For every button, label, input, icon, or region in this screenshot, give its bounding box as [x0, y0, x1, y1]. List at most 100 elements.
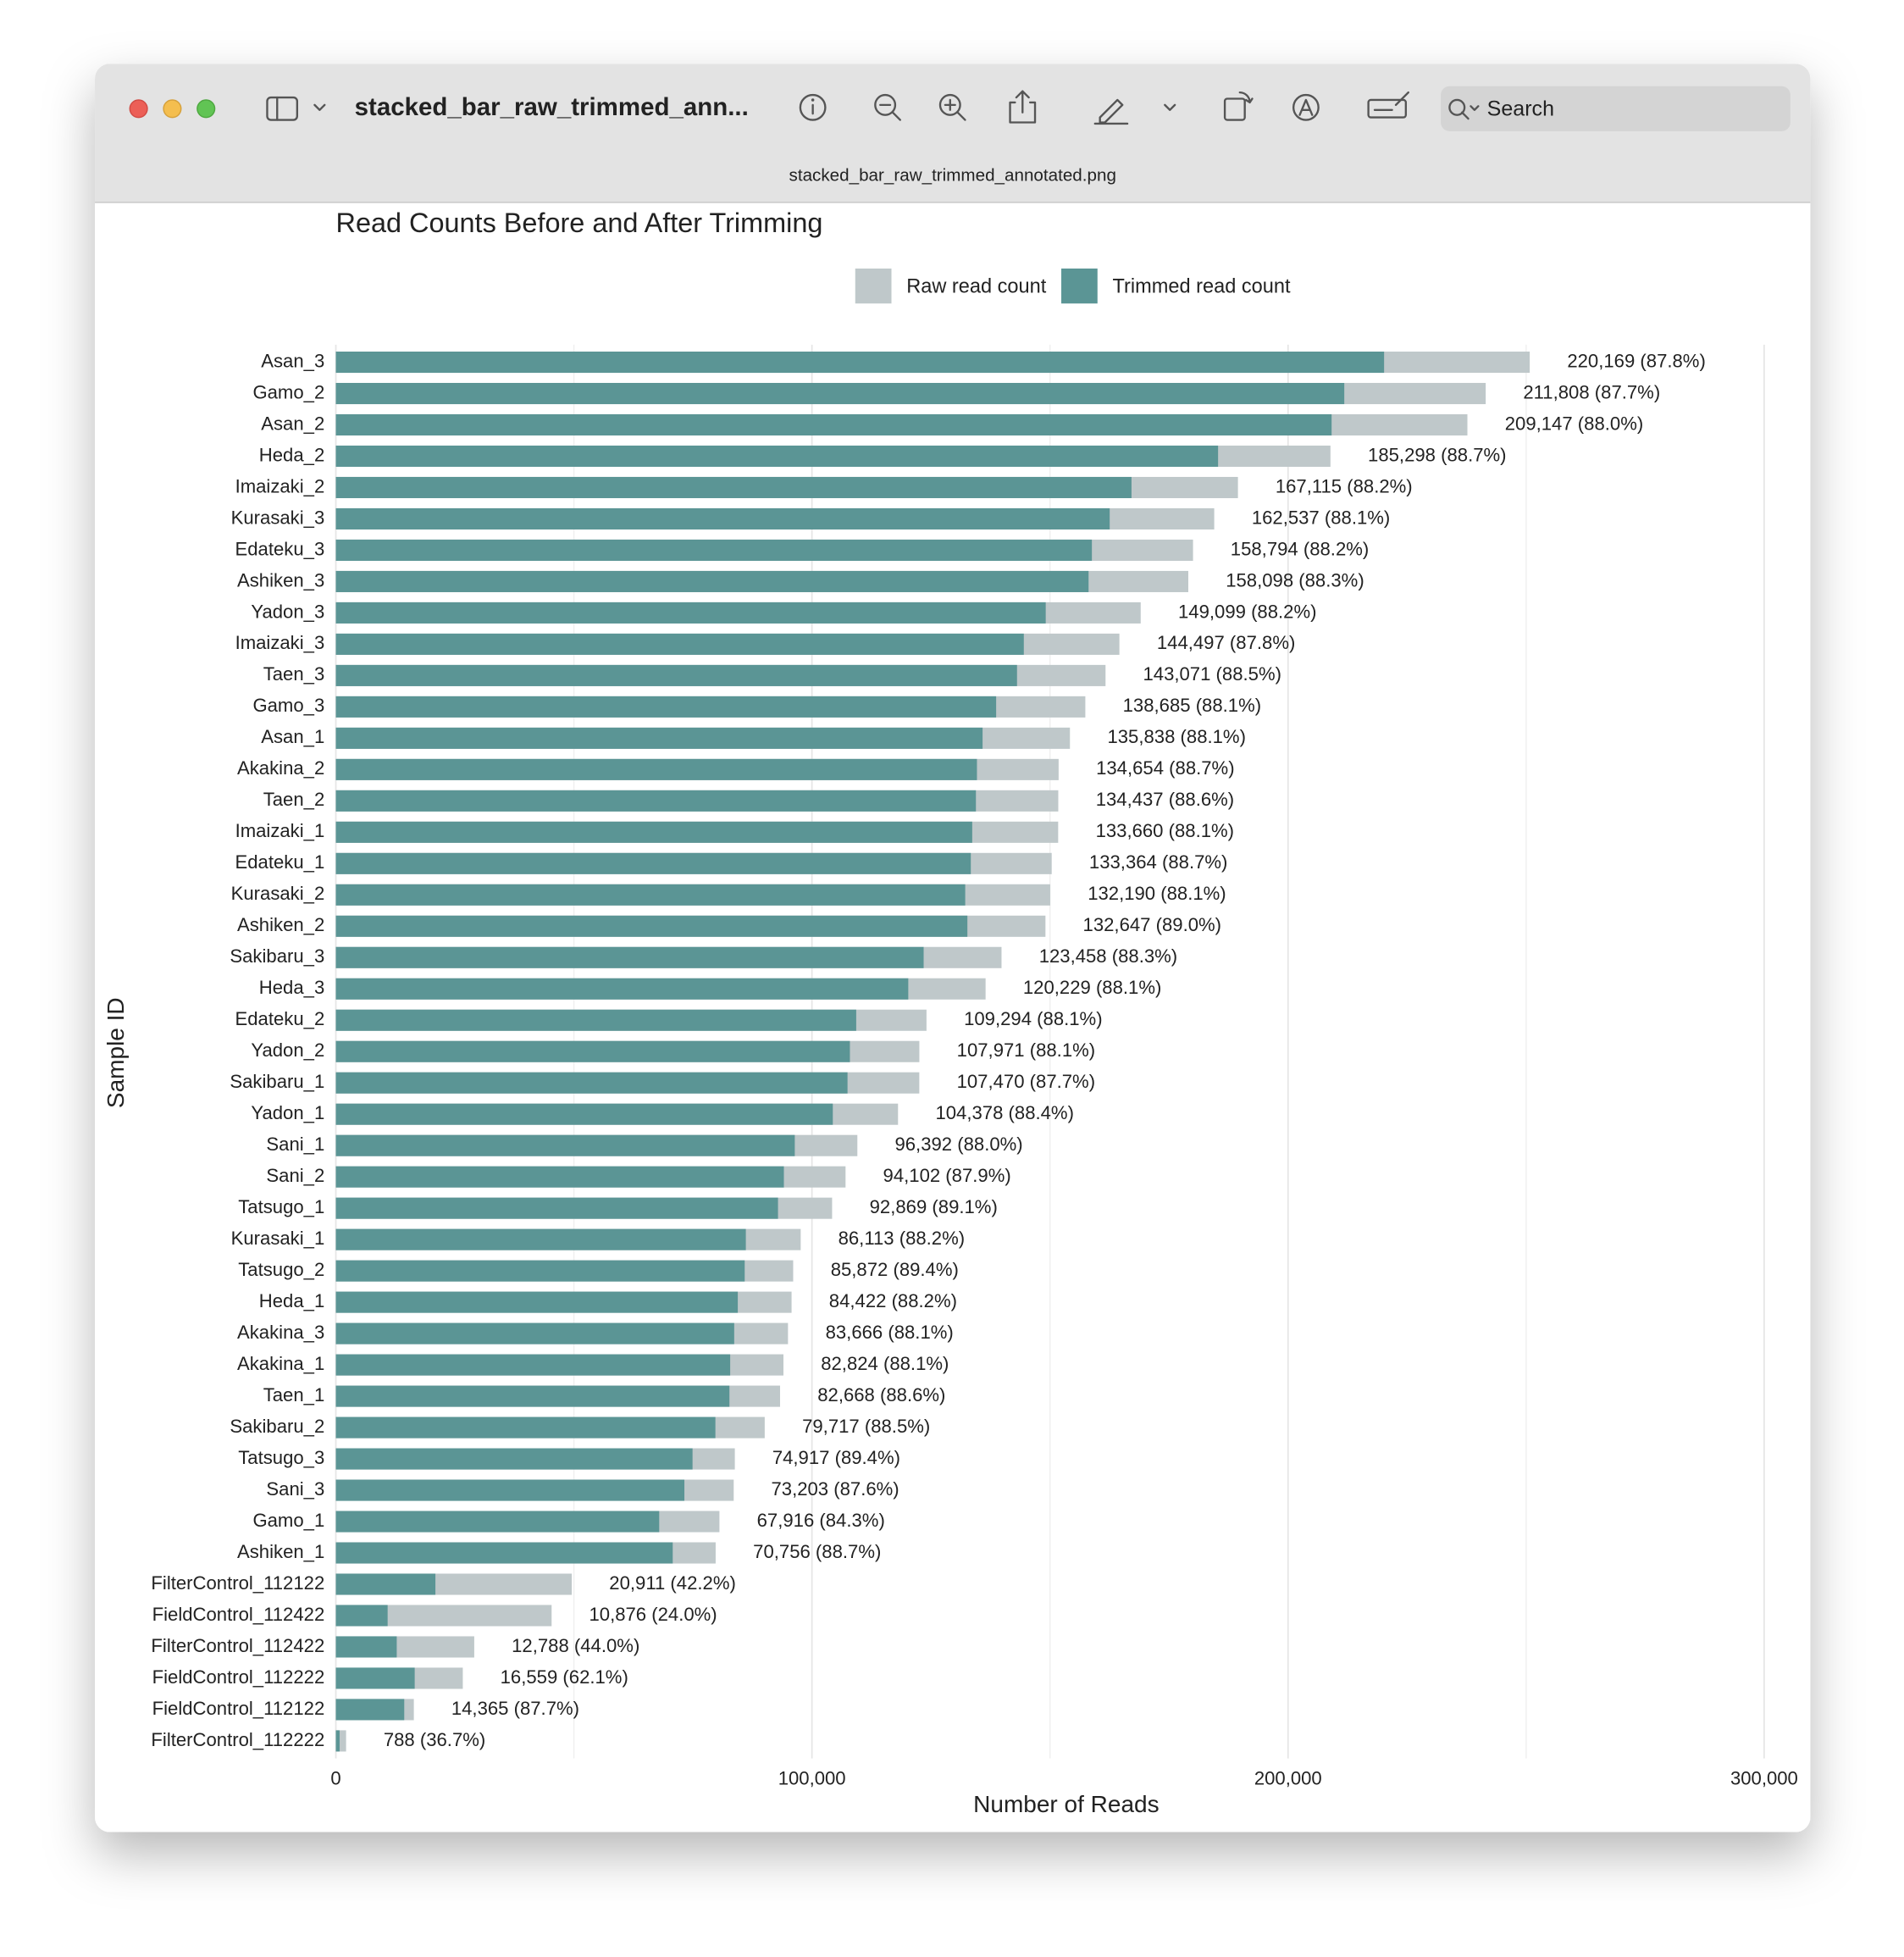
value-label: 132,190 (88.1%) — [1088, 883, 1226, 904]
y-tick-label: Gamo_2 — [252, 381, 324, 402]
search-field[interactable] — [1441, 86, 1791, 131]
y-tick-label: Kurasaki_3 — [231, 507, 325, 528]
value-label: 83,666 (88.1%) — [826, 1322, 954, 1343]
legend-label: Trimmed read count — [1112, 274, 1291, 297]
bar — [335, 727, 983, 749]
y-tick-label: Yadon_3 — [251, 601, 324, 622]
bar — [335, 1636, 397, 1658]
bar — [335, 978, 909, 1000]
bar — [335, 570, 1089, 592]
value-label: 220,169 (87.8%) — [1567, 350, 1705, 371]
value-label: 185,298 (88.7%) — [1368, 444, 1506, 465]
value-label: 82,824 (88.1%) — [821, 1353, 949, 1374]
zoom-button[interactable] — [196, 99, 216, 119]
bar — [335, 1573, 436, 1595]
y-tick-label: Heda_1 — [259, 1290, 324, 1311]
bar — [335, 1354, 731, 1376]
y-tick-label: Imaizaki_1 — [235, 820, 325, 841]
share-button[interactable] — [1009, 90, 1037, 124]
value-label: 134,654 (88.7%) — [1096, 757, 1234, 779]
bar — [335, 1322, 734, 1344]
value-label: 84,422 (88.2%) — [829, 1290, 957, 1311]
y-tick-label: FieldControl_112222 — [152, 1666, 325, 1688]
y-tick-label: Taen_1 — [263, 1384, 325, 1405]
y-tick-label: Edateku_3 — [235, 538, 325, 559]
sidebar-button[interactable] — [266, 96, 326, 121]
y-tick-label: Sani_2 — [266, 1165, 324, 1186]
y-tick-label: Edateku_1 — [235, 851, 325, 873]
value-label: 107,470 (87.7%) — [957, 1071, 1095, 1092]
zoom-out-button[interactable] — [874, 93, 902, 121]
annotate-button[interactable] — [1292, 93, 1320, 121]
value-label: 133,660 (88.1%) — [1096, 820, 1234, 841]
value-label: 133,364 (88.7%) — [1089, 851, 1227, 873]
bar — [335, 790, 977, 812]
x-tick-label: 0 — [330, 1767, 340, 1788]
bar — [335, 696, 997, 718]
bar — [335, 1040, 850, 1062]
y-tick-label: Asan_2 — [261, 413, 324, 434]
legend-swatch — [855, 268, 892, 304]
bar — [335, 413, 1332, 436]
bar — [335, 1542, 673, 1564]
bar — [335, 1479, 685, 1501]
y-tick-label: Gamo_1 — [252, 1510, 324, 1531]
value-label: 138,685 (88.1%) — [1123, 695, 1261, 716]
value-label: 16,559 (62.1%) — [501, 1666, 628, 1688]
bar — [335, 1072, 848, 1094]
bar — [335, 1260, 745, 1282]
value-label: 788 (36.7%) — [384, 1729, 485, 1750]
y-tick-label: Yadon_1 — [251, 1102, 324, 1123]
value-label: 134,437 (88.6%) — [1096, 789, 1234, 810]
bar — [335, 1385, 730, 1407]
value-label: 85,872 (89.4%) — [831, 1259, 959, 1280]
form-button[interactable] — [1367, 91, 1409, 119]
value-label: 10,876 (24.0%) — [589, 1604, 717, 1625]
zoom-in-button[interactable] — [938, 93, 966, 121]
info-button[interactable] — [799, 93, 827, 121]
value-label: 158,098 (88.3%) — [1226, 569, 1364, 590]
markup-button[interactable] — [1093, 98, 1176, 125]
bar — [335, 445, 1219, 468]
y-tick-label: Asan_3 — [261, 350, 324, 371]
y-tick-label: Ashiken_2 — [237, 914, 324, 935]
y-tick-label: Imaizaki_2 — [235, 475, 325, 496]
bar — [335, 915, 968, 937]
y-tick-label: FilterControl_112222 — [151, 1729, 324, 1750]
value-label: 96,392 (88.0%) — [894, 1134, 1022, 1155]
bar — [335, 884, 966, 906]
bar — [335, 758, 977, 780]
bar — [335, 1730, 340, 1752]
legend-swatch — [1061, 268, 1098, 304]
y-tick-label: FieldControl_112422 — [152, 1604, 325, 1625]
value-label: 82,668 (88.6%) — [817, 1384, 945, 1405]
filename: stacked_bar_raw_trimmed_annotated.png — [789, 165, 1116, 185]
x-tick-label: 300,000 — [1730, 1767, 1798, 1788]
bar — [335, 821, 972, 843]
bar — [335, 1416, 716, 1439]
y-tick-label: Tatsugo_2 — [238, 1259, 324, 1280]
value-label: 132,647 (89.0%) — [1083, 914, 1221, 935]
y-tick-label: Ashiken_1 — [237, 1541, 324, 1562]
bar — [335, 1228, 746, 1250]
close-button[interactable] — [129, 99, 148, 119]
chart-title: Read Counts Before and After Trimming — [336, 208, 823, 238]
value-label: 94,102 (87.9%) — [883, 1165, 1011, 1186]
value-label: 14,365 (87.7%) — [451, 1698, 579, 1719]
y-tick-label: Imaizaki_3 — [235, 632, 325, 653]
y-tick-label: Heda_3 — [259, 977, 324, 998]
bar — [335, 476, 1132, 499]
value-label: 144,497 (87.8%) — [1157, 632, 1295, 653]
minimize-button[interactable] — [163, 99, 182, 119]
bar — [335, 1197, 778, 1219]
y-tick-label: FilterControl_112422 — [151, 1635, 324, 1656]
y-tick-label: Sani_3 — [266, 1478, 324, 1500]
bar — [335, 539, 1093, 561]
rotate-button[interactable] — [1223, 91, 1254, 121]
value-label: 135,838 (88.1%) — [1107, 726, 1245, 747]
bar — [335, 1103, 833, 1125]
bar — [335, 352, 1385, 374]
bar — [335, 382, 1345, 405]
plot: 0 100,000 200,000 300,000 Raw read count Trim… — [151, 268, 1798, 1788]
